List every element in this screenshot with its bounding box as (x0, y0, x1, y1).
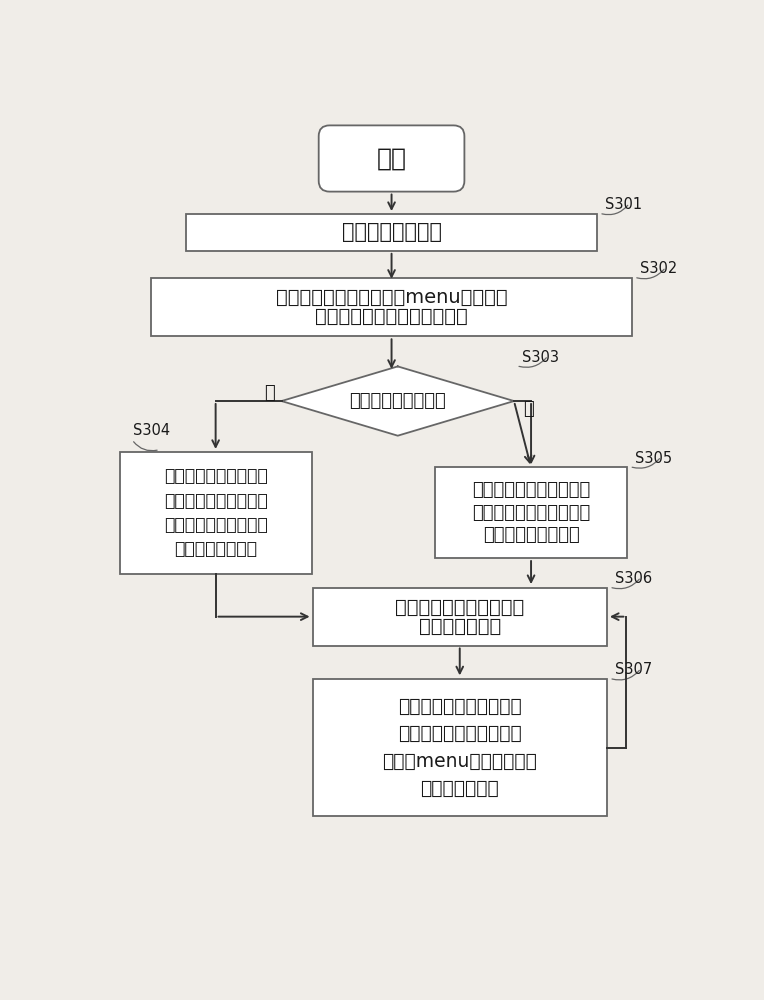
Text: 是: 是 (523, 400, 534, 418)
Text: S303: S303 (522, 350, 558, 365)
FancyBboxPatch shape (312, 588, 607, 646)
FancyBboxPatch shape (319, 125, 465, 192)
Text: 打开分屏模式开关: 打开分屏模式开关 (342, 222, 442, 242)
Text: ，下半部分显示启动的: ，下半部分显示启动的 (163, 516, 267, 534)
FancyBboxPatch shape (119, 452, 312, 574)
FancyBboxPatch shape (151, 278, 632, 336)
Text: 后点击menu键，显示支持: 后点击menu键，显示支持 (382, 752, 537, 771)
Text: S302: S302 (639, 261, 677, 276)
Text: 最近任务列表界面: 最近任务列表界面 (174, 540, 257, 558)
Text: S307: S307 (615, 662, 652, 677)
Text: 分屏的应用列表: 分屏的应用列表 (420, 779, 499, 798)
FancyBboxPatch shape (312, 679, 607, 816)
Text: 需要切换应用时，点击选: 需要切换应用时，点击选 (398, 697, 522, 716)
Text: 中的需要切换的窗口，然: 中的需要切换的窗口，然 (398, 724, 522, 743)
Text: 移动终端支持分屏的应用列表: 移动终端支持分屏的应用列表 (316, 307, 468, 326)
FancyBboxPatch shape (186, 214, 597, 251)
Polygon shape (281, 366, 514, 436)
Text: 开始: 开始 (377, 146, 406, 170)
Text: S304: S304 (134, 423, 170, 438)
Text: 用户滑动选择需要打开的: 用户滑动选择需要打开的 (395, 598, 524, 617)
Text: 屏幕分为上下两部分，上: 屏幕分为上下两部分，上 (472, 481, 590, 499)
Text: 上半部分显示当前应用: 上半部分显示当前应用 (163, 492, 267, 510)
Text: 应用，点击打开: 应用，点击打开 (419, 617, 501, 636)
Text: 应用列表是否存在？: 应用列表是否存在？ (349, 392, 446, 410)
Text: 半部分显示应用列表: 半部分显示应用列表 (483, 526, 579, 544)
FancyBboxPatch shape (435, 467, 627, 558)
Text: S301: S301 (604, 197, 642, 212)
Text: 屏幕分为上下两部分，: 屏幕分为上下两部分， (163, 467, 267, 485)
Text: 否: 否 (264, 384, 275, 402)
Text: S305: S305 (635, 451, 672, 466)
Text: 在一个全屏应用界面长按menu键，获取: 在一个全屏应用界面长按menu键，获取 (276, 288, 507, 307)
Text: 半部分显示当前应用，下: 半部分显示当前应用，下 (472, 504, 590, 522)
Text: S306: S306 (615, 571, 652, 586)
